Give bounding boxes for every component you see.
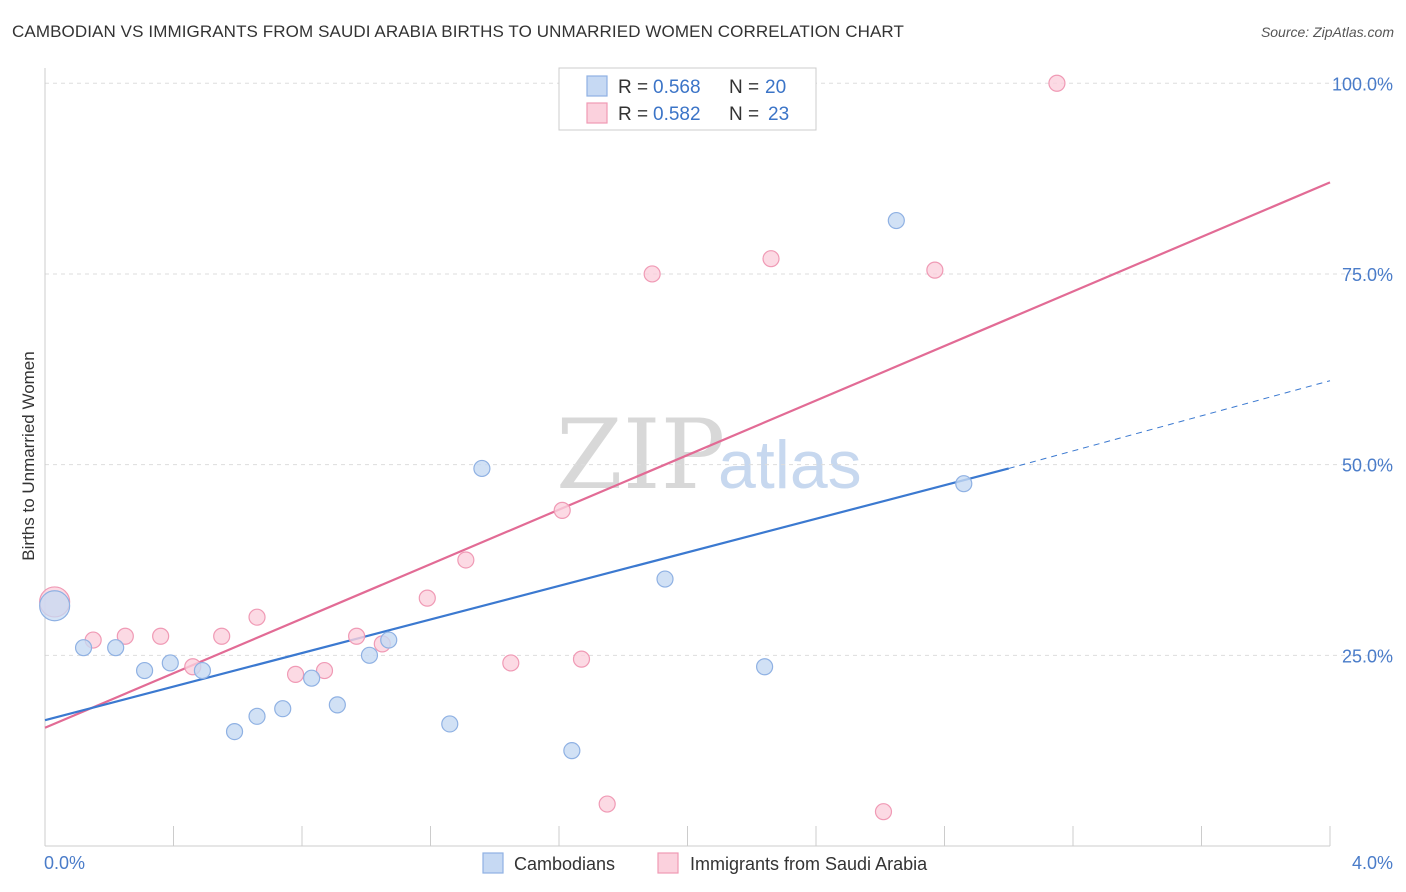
point-cambodians-16 xyxy=(656,570,674,588)
legend-r-value-1: 0.582 xyxy=(653,104,701,125)
point-cambodians-7 xyxy=(248,707,266,725)
legend-n-value-1: 23 xyxy=(768,104,789,125)
bottom-legend: Cambodians Immigrants from Saudi Arabia xyxy=(482,852,928,874)
point-saudi-13 xyxy=(502,654,520,672)
legend-n-label-1: N = xyxy=(729,104,759,125)
point-saudi-5 xyxy=(213,627,231,645)
point-cambodians-17 xyxy=(755,658,774,676)
y-axis-title: Births to Unmarried Women xyxy=(19,351,38,560)
point-saudi-16 xyxy=(598,795,616,813)
point-cambodians-2 xyxy=(107,639,125,657)
bottom-legend-label-cambodians: Cambodians xyxy=(514,854,615,874)
point-cambodians-13 xyxy=(441,715,459,733)
point-saudi-14 xyxy=(553,501,571,519)
watermark-zip: ZIP xyxy=(556,399,725,511)
y-tick-labels: 25.0% 50.0% 75.0% 100.0% xyxy=(1332,74,1393,666)
trend-line-cambodians-extension xyxy=(1008,380,1331,469)
trend-line-cambodians xyxy=(44,467,1010,722)
x-tick-label-min: 0.0% xyxy=(44,853,85,873)
legend-swatch-pink xyxy=(586,102,608,124)
y-tick-label-100: 100.0% xyxy=(1332,74,1393,94)
point-saudi-22 xyxy=(1048,74,1066,92)
point-cambodians-6 xyxy=(225,722,244,741)
bottom-legend-swatch-blue xyxy=(482,852,504,874)
y-tick-label-50: 50.0% xyxy=(1342,456,1393,476)
bottom-legend-label-saudi: Immigrants from Saudi Arabia xyxy=(690,854,928,874)
legend-swatch-blue xyxy=(586,75,608,97)
point-cambodians-18 xyxy=(887,211,905,230)
grid xyxy=(45,82,1392,656)
point-saudi-3 xyxy=(152,627,170,645)
point-cambodians-11 xyxy=(360,646,379,664)
point-saudi-15 xyxy=(572,650,591,668)
point-cambodians-8 xyxy=(274,700,292,718)
point-cambodians-19 xyxy=(955,475,973,493)
trend-line-saudi xyxy=(44,181,1331,729)
point-saudi-20 xyxy=(874,803,893,821)
trend-lines xyxy=(44,181,1331,729)
point-saudi-7 xyxy=(286,665,305,683)
legend-r-label-0: R = xyxy=(618,77,648,98)
y-tick-label-25: 25.0% xyxy=(1342,646,1393,666)
point-saudi-21 xyxy=(926,261,944,279)
point-cambodians-9 xyxy=(303,669,321,687)
legend-n-label-0: N = xyxy=(729,77,759,98)
point-saudi-17 xyxy=(643,265,661,283)
point-cambodians-14 xyxy=(473,459,491,478)
legend-r-label-1: R = xyxy=(618,104,648,125)
point-saudi-8 xyxy=(315,661,334,680)
point-cambodians-0 xyxy=(39,590,71,622)
point-saudi-12 xyxy=(457,551,475,569)
legend-r-value-0: 0.568 xyxy=(653,77,701,98)
point-cambodians-10 xyxy=(328,696,346,714)
point-cambodians-4 xyxy=(161,654,179,672)
point-cambodians-15 xyxy=(563,742,581,760)
page-title: CAMBODIAN VS IMMIGRANTS FROM SAUDI ARABI… xyxy=(12,22,904,41)
point-cambodians-1 xyxy=(74,639,93,657)
point-saudi-11 xyxy=(418,589,436,607)
legend-n-value-0: 20 xyxy=(765,77,786,98)
bottom-legend-swatch-pink xyxy=(657,852,679,874)
point-cambodians-3 xyxy=(135,661,154,680)
top-legend: R = 0.568 N = 20 R = 0.582 N = 23 xyxy=(558,67,817,131)
point-cambodians-12 xyxy=(380,631,398,649)
points xyxy=(39,74,1066,821)
source-label: Source: ZipAtlas.com xyxy=(1260,24,1394,40)
point-cambodians-5 xyxy=(193,661,212,680)
point-saudi-19 xyxy=(762,250,780,268)
x-ticks xyxy=(173,826,1331,846)
x-tick-label-max: 4.0% xyxy=(1352,853,1393,873)
point-saudi-9 xyxy=(348,627,366,645)
point-saudi-2 xyxy=(116,627,134,645)
y-tick-label-75: 75.0% xyxy=(1342,265,1393,285)
point-saudi-6 xyxy=(248,608,266,626)
